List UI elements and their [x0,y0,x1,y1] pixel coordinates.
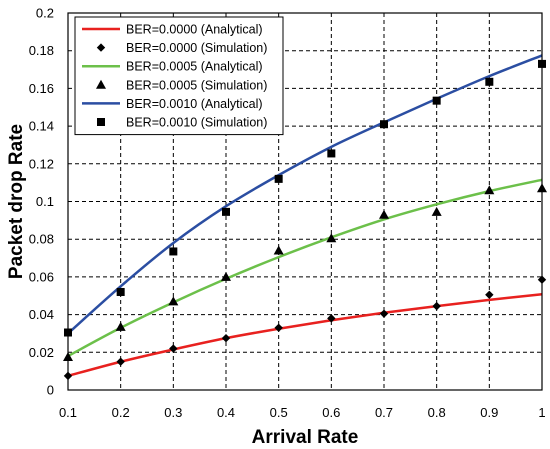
y-tick-label: 0 [47,383,54,398]
series-line [67,178,543,358]
data-point-triangle [273,245,284,255]
data-point-triangle [379,209,389,219]
legend-label: BER=0.0005 (Simulation) [126,78,267,92]
x-tick-label: 0.2 [112,405,130,420]
data-point-diamond [116,357,125,366]
data-point-triangle [326,233,337,243]
data-point-square [432,96,441,105]
series-5 [67,54,543,335]
legend-label: BER=0.0000 (Analytical) [126,23,263,37]
series-3 [67,178,543,358]
data-point-square [485,77,494,86]
series-line [67,54,543,335]
legend: BER=0.0000 (Analytical) BER=0.0000 (Simul… [74,16,284,136]
legend-label: BER=0.0010 (Analytical) [126,97,263,111]
x-tick-label: 0.4 [217,405,235,420]
data-point-square [274,174,283,183]
legend-label: BER=0.0000 (Simulation) [126,41,267,55]
y-tick-label: 0.06 [29,269,54,284]
plot-frame [67,12,543,391]
x-tick-label: 0.9 [480,405,498,420]
data-point-diamond [432,301,441,311]
x-tick-label: 0.3 [164,405,182,420]
y-tick-label: 0.2 [36,6,54,21]
legend-box [74,16,284,136]
y-tick-label: 0.16 [29,81,54,96]
data-point-square [380,120,388,129]
series-4 [63,183,547,362]
legend-label: BER=0.0005 (Analytical) [126,60,263,74]
y-tick-label: 0.08 [29,232,54,247]
y-tick-label: 0.1 [36,194,54,209]
legend-label: BER=0.0010 (Simulation) [126,116,267,130]
series-1 [67,292,543,378]
data-point-diamond [274,323,283,332]
y-tick-label: 0.18 [29,43,54,58]
data-point-triangle [484,185,495,195]
data-point-triangle [221,271,231,281]
y-axis-title: Packet drop Rate [6,124,27,279]
series-line [67,292,543,378]
y-tick-label: 0.12 [29,156,54,171]
x-tick-label: 0.7 [375,405,393,420]
data-point-diamond [327,314,336,323]
data-point-square [327,149,336,158]
data-point-square [116,287,125,296]
x-tick-label: 0.8 [428,405,446,420]
x-tick-label: 0.1 [59,405,77,420]
y-tick-label: 0.02 [29,345,54,360]
data-point-diamond [379,309,389,318]
legend-marker-triangle [96,79,106,89]
x-axis-title: Arrival Rate [252,427,359,448]
y-tick-label: 0.04 [29,307,54,322]
data-point-diamond [485,290,494,300]
x-tick-label: 1 [538,405,545,420]
data-point-triangle [115,321,126,331]
data-point-triangle [168,296,179,306]
legend-marker-diamond [96,43,106,52]
data-point-triangle [431,206,442,216]
data-point-diamond [169,344,178,353]
x-tick-label: 0.6 [322,405,340,420]
data-point-square [222,207,230,216]
x-tick-label: 0.5 [270,405,288,420]
legend-marker-square [97,118,105,126]
data-point-diamond [221,333,231,343]
y-tick-label: 0.14 [29,119,54,134]
data-point-square [169,247,178,256]
